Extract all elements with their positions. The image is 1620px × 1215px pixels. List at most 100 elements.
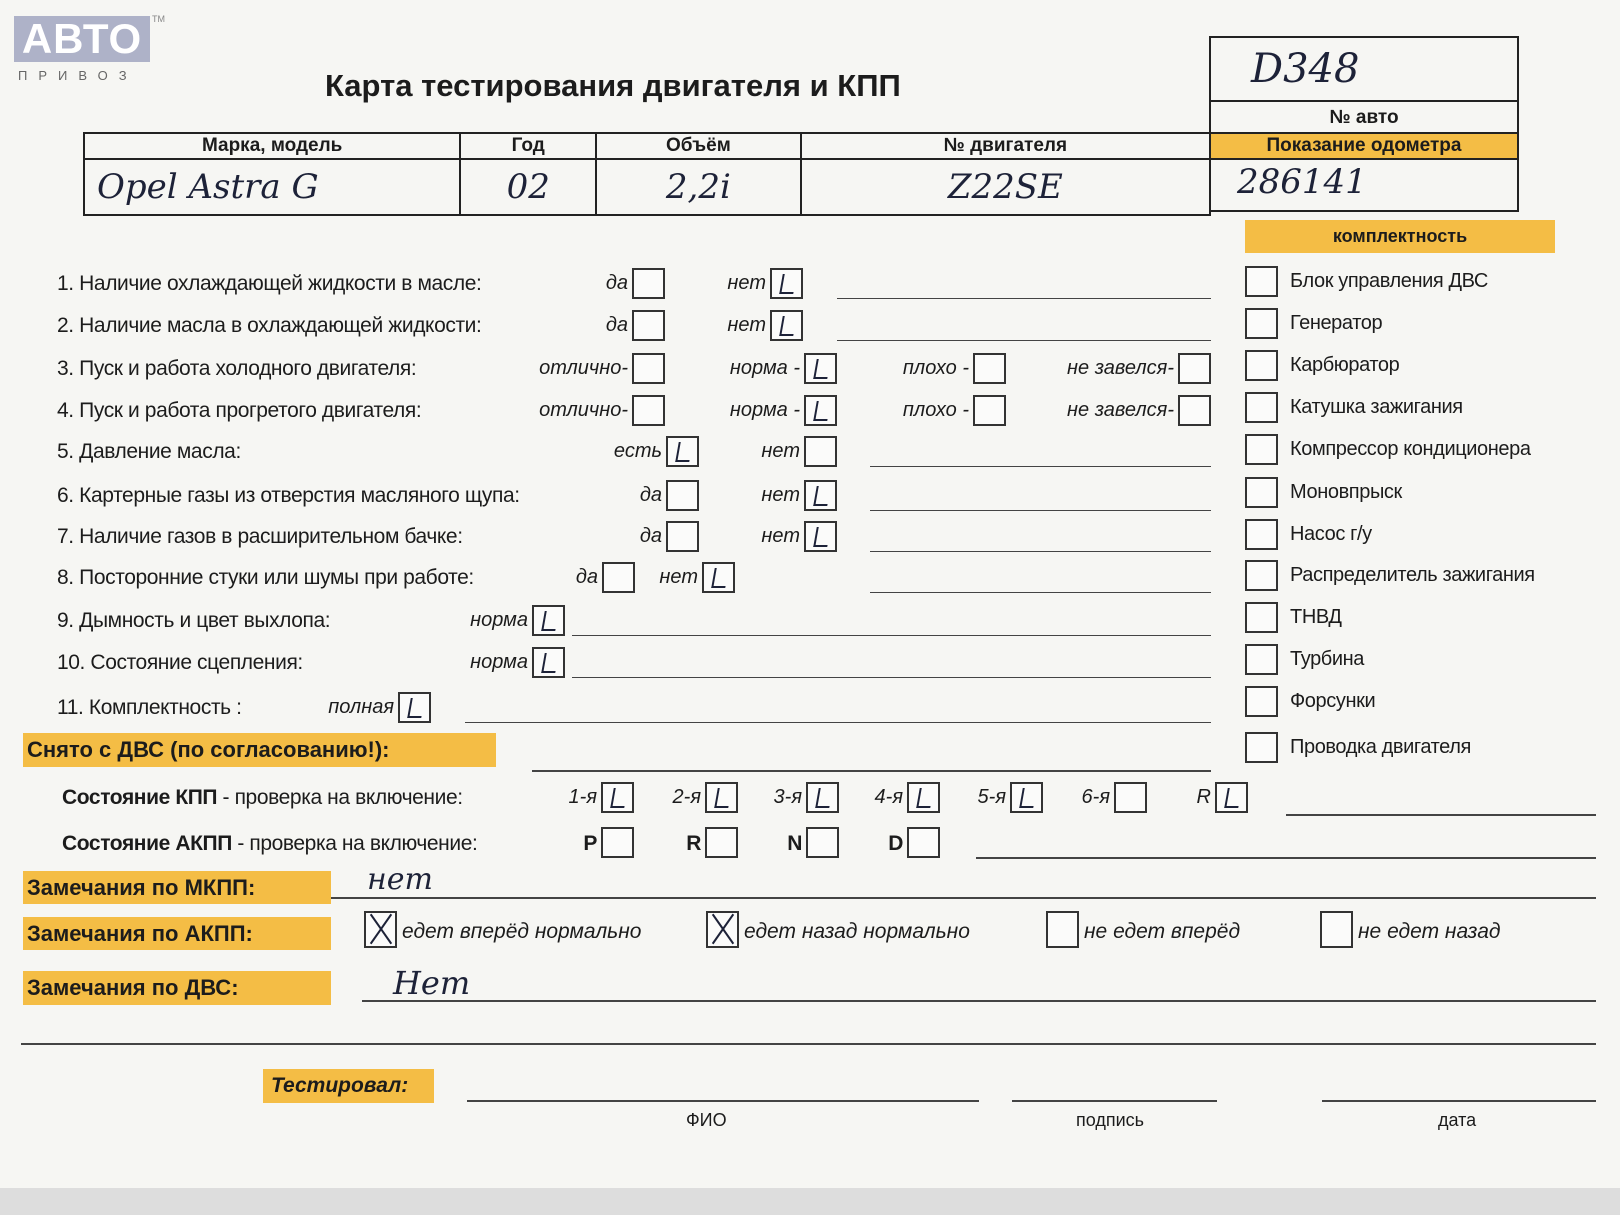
- check-10-option-checkbox[interactable]: [532, 647, 565, 678]
- akpp-gear-checkbox[interactable]: [601, 827, 634, 858]
- check-3-option-checkbox[interactable]: [1178, 353, 1211, 384]
- check-label-4: 4. Пуск и работа прогретого двигателя:: [57, 399, 422, 422]
- mkpp-remarks-value[interactable]: нет: [367, 862, 433, 897]
- completeness-checkbox[interactable]: [1245, 519, 1278, 550]
- check-1-option-checkbox[interactable]: [632, 268, 665, 299]
- akpp-remark-checkbox[interactable]: [1046, 911, 1079, 948]
- answer-line: [870, 466, 1211, 467]
- akpp-gear-checkbox[interactable]: [907, 827, 940, 858]
- mkpp-remarks-line: [331, 897, 1596, 899]
- check-8-option-checkbox[interactable]: [602, 562, 635, 593]
- kpp-gear-checkbox[interactable]: [1215, 782, 1248, 813]
- dvs-remarks-value[interactable]: Нет: [393, 964, 471, 1002]
- logo-subtitle: ПРИВОЗ: [18, 68, 138, 83]
- check-3-option-label: отлично-: [539, 357, 628, 379]
- check-5-option-checkbox[interactable]: [666, 436, 699, 467]
- odometer-label: Показание одометра: [1211, 132, 1517, 160]
- check-7-option-checkbox[interactable]: [666, 521, 699, 552]
- col-year: Год: [459, 132, 598, 160]
- kpp-gear-checkbox[interactable]: [806, 782, 839, 813]
- engine-number-value[interactable]: Z22SE: [799, 158, 1212, 216]
- check-5-option-label: есть: [613, 440, 662, 462]
- check-7-option-checkbox[interactable]: [804, 521, 837, 552]
- kpp-gear-label: 1-я: [568, 786, 597, 808]
- check-1-option-checkbox[interactable]: [770, 268, 803, 299]
- check-4-option-label: не завелся-: [1067, 399, 1174, 421]
- check-label-1: 1. Наличие охлаждающей жидкости в масле:: [57, 272, 482, 295]
- col-volume: Объём: [595, 132, 802, 160]
- completeness-checkbox[interactable]: [1245, 644, 1278, 675]
- completeness-checkbox[interactable]: [1245, 686, 1278, 717]
- auto-number-label: № авто: [1211, 100, 1517, 132]
- kpp-gear-checkbox[interactable]: [601, 782, 634, 813]
- date-line[interactable]: [1322, 1100, 1596, 1102]
- check-4-option-checkbox[interactable]: [1178, 395, 1211, 426]
- check-5-option-checkbox[interactable]: [804, 436, 837, 467]
- check-4-option-checkbox[interactable]: [973, 395, 1006, 426]
- check-3-option-checkbox[interactable]: [632, 353, 665, 384]
- tested-label: Тестировал:: [263, 1069, 434, 1103]
- completeness-checkbox[interactable]: [1245, 602, 1278, 633]
- kpp-label-rest: - проверка на включение:: [217, 786, 464, 809]
- completeness-title: комплектность: [1245, 220, 1555, 253]
- year-value[interactable]: 02: [459, 158, 598, 216]
- akpp-gear-label: R: [686, 832, 701, 855]
- kpp-gear-checkbox[interactable]: [1114, 782, 1147, 813]
- completeness-item-label: Генератор: [1290, 312, 1383, 334]
- kpp-gear-checkbox[interactable]: [907, 782, 940, 813]
- check-11-option-checkbox[interactable]: [398, 692, 431, 723]
- vehicle-table: Марка, модель Год Объём № двигателя Opel…: [82, 132, 1212, 216]
- date-caption: дата: [1438, 1110, 1477, 1130]
- akpp-remark-checkbox[interactable]: [706, 911, 739, 948]
- make-model-value[interactable]: Opel Astra G: [82, 158, 462, 216]
- auto-number-value[interactable]: D348: [1251, 46, 1360, 92]
- completeness-item-label: Турбина: [1290, 648, 1364, 670]
- check-3-option-checkbox[interactable]: [973, 353, 1006, 384]
- completeness-checkbox[interactable]: [1245, 392, 1278, 423]
- check-2-option-checkbox[interactable]: [632, 310, 665, 341]
- answer-line: [572, 635, 1211, 636]
- completeness-item-label: Компрессор кондиционера: [1290, 438, 1531, 460]
- fio-caption: ФИО: [686, 1110, 727, 1130]
- akpp-gear-label: P: [583, 832, 597, 855]
- akpp-label-rest: - проверка на включение:: [231, 832, 478, 855]
- akpp-remark-label: едет назад нормально: [744, 920, 970, 943]
- completeness-checkbox[interactable]: [1245, 477, 1278, 508]
- kpp-gear-checkbox[interactable]: [705, 782, 738, 813]
- fio-line[interactable]: [467, 1100, 979, 1102]
- completeness-checkbox[interactable]: [1245, 434, 1278, 465]
- check-3-option-label: плохо -: [902, 357, 969, 379]
- check-3-option-checkbox[interactable]: [804, 353, 837, 384]
- check-8-option-checkbox[interactable]: [702, 562, 735, 593]
- completeness-checkbox[interactable]: [1245, 560, 1278, 591]
- check-6-option-checkbox[interactable]: [666, 480, 699, 511]
- check-6-option-checkbox[interactable]: [804, 480, 837, 511]
- akpp-gear-checkbox[interactable]: [705, 827, 738, 858]
- check-label-9: 9. Дымность и цвет выхлопа:: [57, 609, 331, 632]
- completeness-checkbox[interactable]: [1245, 308, 1278, 339]
- akpp-gear-checkbox[interactable]: [806, 827, 839, 858]
- check-6-option-label: да: [639, 484, 662, 506]
- check-2-option-checkbox[interactable]: [770, 310, 803, 341]
- volume-value[interactable]: 2,2i: [595, 158, 802, 216]
- check-4-option-checkbox[interactable]: [632, 395, 665, 426]
- completeness-item-label: Проводка двигателя: [1290, 736, 1471, 758]
- check-label-3: 3. Пуск и работа холодного двигателя:: [57, 357, 417, 380]
- akpp-label-bold: Состояние АКПП: [62, 832, 232, 855]
- akpp-remark-checkbox[interactable]: [1320, 911, 1353, 948]
- completeness-checkbox[interactable]: [1245, 350, 1278, 381]
- col-engine-number: № двигателя: [799, 132, 1212, 160]
- completeness-checkbox[interactable]: [1245, 732, 1278, 763]
- check-label-5: 5. Давление масла:: [57, 440, 241, 463]
- signature-line[interactable]: [1012, 1100, 1217, 1102]
- check-1-option-label: нет: [727, 272, 766, 294]
- odometer-value[interactable]: 286141: [1237, 162, 1367, 202]
- check-3-option-label: норма -: [729, 357, 800, 379]
- check-4-option-checkbox[interactable]: [804, 395, 837, 426]
- completeness-checkbox[interactable]: [1245, 266, 1278, 297]
- kpp-gear-checkbox[interactable]: [1010, 782, 1043, 813]
- dvs-remarks-line: [362, 1000, 1596, 1002]
- check-4-option-label: норма -: [729, 399, 800, 421]
- akpp-remark-checkbox[interactable]: [364, 911, 397, 948]
- check-9-option-checkbox[interactable]: [532, 605, 565, 636]
